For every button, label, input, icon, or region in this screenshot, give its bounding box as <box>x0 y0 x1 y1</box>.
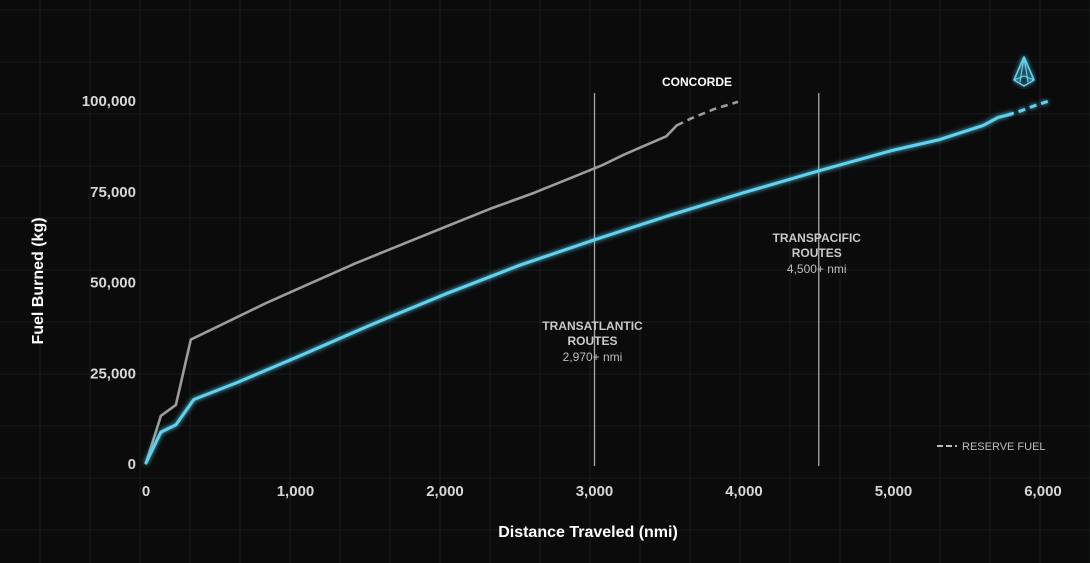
y-tick-label: 50,000 <box>90 275 136 292</box>
aircraft-icon <box>1013 56 1035 87</box>
route-label-distance: 2,970+ nmi <box>563 350 623 364</box>
y-tick-label: 25,000 <box>90 365 136 382</box>
aircraft-icon-outline <box>1013 56 1035 87</box>
x-tick-label: 2,000 <box>426 483 464 500</box>
x-tick-label: 4,000 <box>725 483 763 500</box>
y-axis-title: Fuel Burned (kg) <box>30 217 47 344</box>
aircraft-reserve-fuel-line <box>1006 98 1053 117</box>
route-label-title: ROUTES <box>567 334 617 348</box>
route-label-distance: 4,500+ nmi <box>787 262 847 276</box>
y-tick-label: 0 <box>128 456 136 473</box>
chart-legend: RESERVE FUEL <box>937 441 1046 453</box>
route-label-title: TRANSPACIFIC <box>773 231 862 245</box>
chart-labels: CONCORDE <box>662 56 1035 89</box>
route-label-title: ROUTES <box>792 246 842 260</box>
concorde-series-label: CONCORDE <box>662 75 732 89</box>
x-axis-title: Distance Traveled (nmi) <box>498 524 678 541</box>
x-tick-label: 5,000 <box>875 483 913 500</box>
x-tick-label: 1,000 <box>277 483 315 500</box>
concorde-reserve-fuel-line <box>676 100 739 127</box>
aircraft-series-line <box>144 113 1009 465</box>
y-tick-label: 100,000 <box>82 93 136 110</box>
route-label-title: TRANSATLANTIC <box>542 319 643 333</box>
legend-label: RESERVE FUEL <box>962 441 1046 453</box>
x-tick-label: 0 <box>142 483 150 500</box>
aircraft-icon-detail <box>1013 56 1035 83</box>
concorde-series-line <box>144 124 679 465</box>
x-tick-label: 3,000 <box>576 483 614 500</box>
chart-series <box>144 98 1053 465</box>
x-tick-label: 6,000 <box>1024 483 1062 500</box>
y-tick-label: 75,000 <box>90 184 136 201</box>
chart-axes: 0 1,000 2,000 3,000 4,000 5,000 6,000 0 25,000 50… <box>30 93 1062 541</box>
